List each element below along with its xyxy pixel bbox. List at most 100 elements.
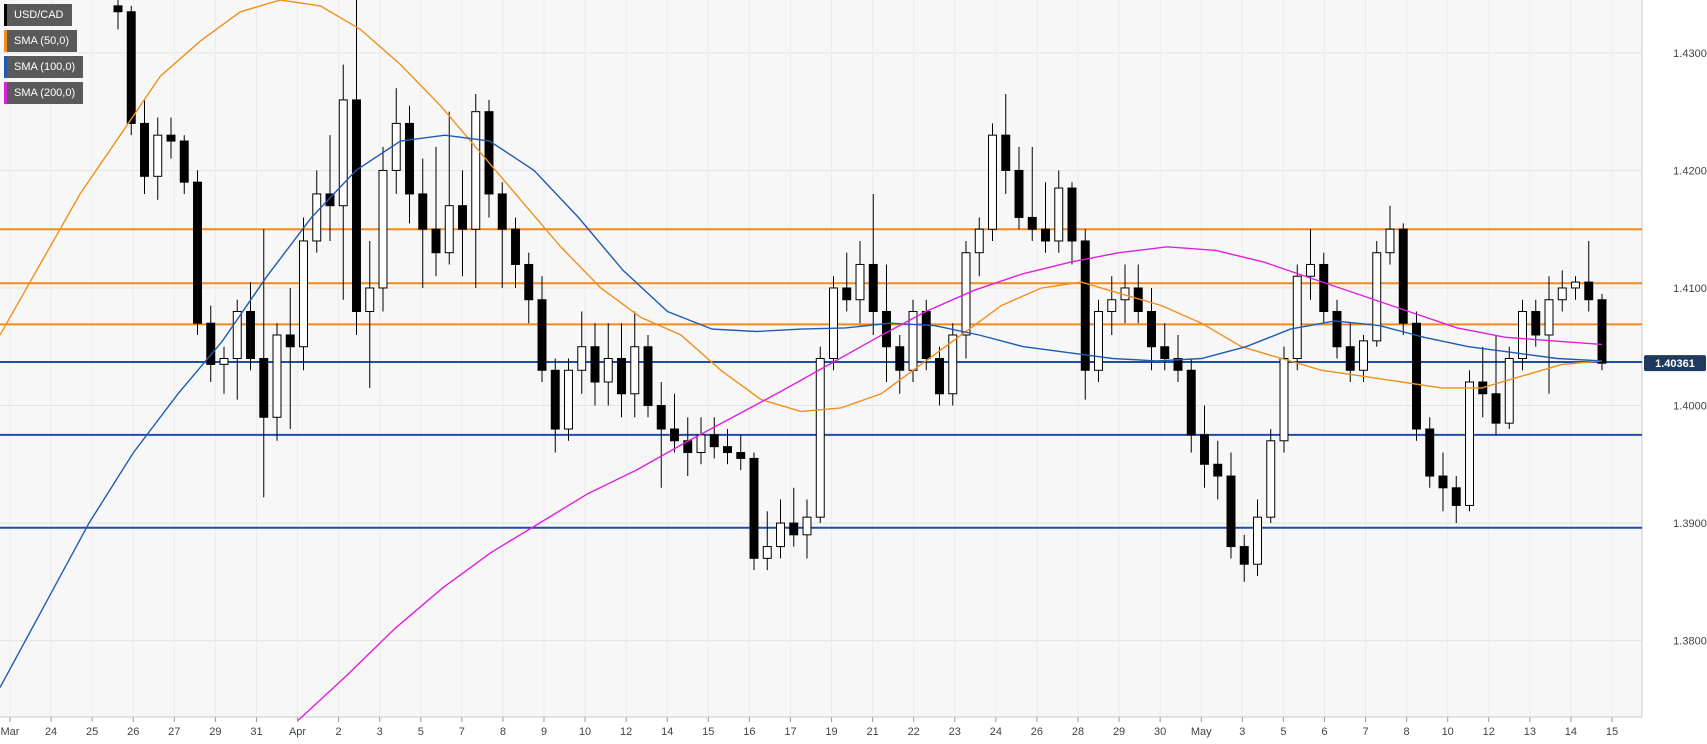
candle-body [113,5,123,13]
candle-body [1345,346,1355,371]
x-tick-label: 28 [1072,726,1084,738]
candle-body [1438,475,1448,489]
x-tick-label: 5 [418,726,424,738]
legend-item-sma100[interactable]: SMA (100,0) [4,56,84,78]
y-tick-label: 1.3800 [1673,636,1707,648]
candle-body [484,111,494,195]
candle-body [458,205,467,230]
candle-body [1571,281,1580,289]
last-price-tag [1644,355,1706,372]
x-tick-label: 7 [459,726,465,738]
candle-body [179,140,189,183]
x-tick-label: 13 [1524,726,1536,738]
x-tick-label: Apr [289,726,306,738]
candle-body [776,522,785,548]
candle-body [1014,169,1024,218]
candle-body [1160,346,1170,360]
candle-body [670,428,679,442]
sma-100-line [0,134,1603,688]
candle-body [603,358,613,383]
candle-body [868,263,878,312]
candle-body [736,452,746,459]
legend-item-usdcad[interactable]: USD/CAD [4,4,72,26]
y-tick-label: 1.3900 [1673,518,1707,530]
legend-swatch-usdcad [4,4,7,26]
candle-body [829,287,838,359]
x-tick-label: 3 [1239,726,1245,738]
x-tick-label: 5 [1280,726,1286,738]
x-tick-label: 6 [1321,726,1327,738]
x-tick-label: 9 [541,726,547,738]
candle-body [564,369,573,430]
candle-body [1041,228,1050,242]
x-tick-label: 14 [1565,726,1577,738]
x-tick-label: 22 [908,726,920,738]
candle-body [1544,299,1554,336]
candle-body [1173,358,1183,371]
candle-body [232,310,242,360]
x-tick-label: 10 [1442,726,1454,738]
candle-body [1412,322,1421,430]
candle-body [1279,358,1289,442]
x-tick-label: 29 [1113,726,1125,738]
candle-body [1200,434,1209,465]
candle-body [272,334,282,418]
candle-body [1147,310,1156,348]
time-axis-background [0,717,1642,744]
candle-body [471,111,481,230]
candle-body [1266,440,1276,518]
x-tick-label: 14 [661,726,673,738]
candle-body [1213,463,1223,477]
legend-item-sma200[interactable]: SMA (200,0) [4,82,84,104]
candle-body [1584,281,1594,301]
candle-body [882,310,891,348]
candle-body [418,193,428,230]
x-tick-label: 10 [579,726,591,738]
candle-body [1027,216,1037,230]
x-tick-label: 24 [45,726,57,738]
y-tick-label: 1.4100 [1673,283,1707,295]
candle-body [723,446,732,454]
candle-body [1186,369,1196,436]
candle-body [815,358,825,518]
chart-legend: USD/CAD SMA (50,0) SMA (100,0) SMA (200,… [4,4,84,108]
candle-body [577,346,587,371]
legend-label: SMA (100,0) [14,61,76,73]
price-axis-background [1642,0,1707,744]
candle-body [988,134,997,230]
sma-50-line [0,0,1603,413]
candle-body [524,263,534,301]
candle-body [948,334,958,395]
candle-body [511,228,520,265]
candle-body [497,193,507,230]
x-tick-label: 15 [702,726,714,738]
candle-body [285,334,295,348]
legend-label: SMA (50,0) [14,35,70,47]
candle-body [193,181,202,324]
x-tick-label: 12 [620,726,632,738]
candle-body [921,310,931,360]
x-tick-label: 8 [1404,726,1410,738]
x-tick-label: 7 [1362,726,1368,738]
candle-body [643,346,653,407]
candle-body [140,122,149,177]
candle-body [617,358,626,395]
candle-body [1319,263,1329,312]
candle-body [312,193,322,242]
candle-body [855,263,865,301]
candle-body [1239,546,1249,565]
candle-body [219,358,229,365]
candle-body [1372,252,1382,342]
candle-body [1597,299,1607,364]
x-tick-label: 17 [784,726,796,738]
candle-body [1306,263,1315,277]
candle-body [749,457,759,559]
candle-body [1491,393,1501,424]
legend-swatch-sma50 [4,30,7,52]
legend-item-sma50[interactable]: SMA (50,0) [4,30,78,52]
candle-body [246,310,255,360]
legend-swatch-sma100 [4,56,7,78]
candle-body [431,228,441,254]
candle-body [1425,428,1435,477]
